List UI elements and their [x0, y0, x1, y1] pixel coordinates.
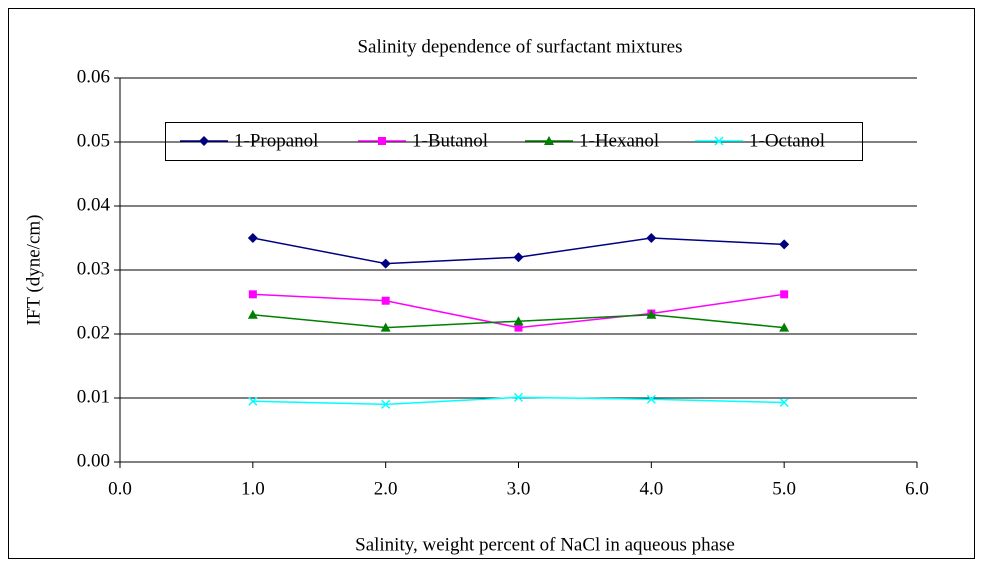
x-tick-label: 1.0 — [241, 478, 265, 499]
marker — [248, 396, 258, 406]
marker — [714, 136, 724, 146]
marker — [513, 252, 524, 263]
marker — [247, 233, 258, 243]
y-tick-label: 0.04 — [77, 194, 111, 215]
marker — [378, 137, 386, 145]
legend-label: 1-Hexanol — [579, 130, 659, 151]
marker — [380, 258, 391, 269]
y-tick-label: 0.01 — [77, 386, 110, 407]
marker — [381, 399, 391, 409]
marker — [381, 296, 390, 305]
marker — [779, 397, 789, 408]
y-axis-label: IFT (dyne/cm) — [23, 215, 44, 326]
chart-title: Salinity dependence of surfactant mixtur… — [357, 36, 682, 57]
x-tick-label: 2.0 — [374, 478, 398, 499]
chart-border — [8, 8, 975, 559]
marker — [646, 394, 656, 404]
legend-label: 1-Butanol — [412, 130, 488, 151]
marker — [779, 322, 790, 332]
marker — [199, 136, 209, 146]
marker — [779, 239, 790, 250]
y-tick-label: 0.02 — [77, 322, 110, 343]
legend-label: 1-Octanol — [749, 130, 825, 151]
x-axis-label: Salinity, weight percent of NaCl in aque… — [355, 534, 735, 555]
x-tick-label: 0.0 — [108, 478, 132, 499]
marker — [248, 290, 257, 299]
y-tick-label: 0.03 — [77, 258, 110, 279]
x-tick-label: 6.0 — [905, 478, 929, 499]
marker — [247, 309, 258, 319]
marker — [513, 316, 524, 326]
marker — [780, 290, 789, 299]
y-tick-label: 0.00 — [77, 450, 110, 471]
legend-label: 1-Propanol — [234, 130, 318, 151]
marker — [544, 136, 554, 145]
x-tick-label: 3.0 — [507, 478, 531, 499]
y-tick-label: 0.05 — [77, 130, 110, 151]
x-tick-label: 5.0 — [772, 478, 796, 499]
marker — [646, 233, 657, 243]
marker — [514, 323, 523, 332]
y-tick-label: 0.06 — [77, 66, 110, 87]
marker — [380, 322, 391, 332]
marker — [646, 309, 657, 319]
x-tick-label: 4.0 — [639, 478, 663, 499]
marker — [513, 392, 524, 402]
